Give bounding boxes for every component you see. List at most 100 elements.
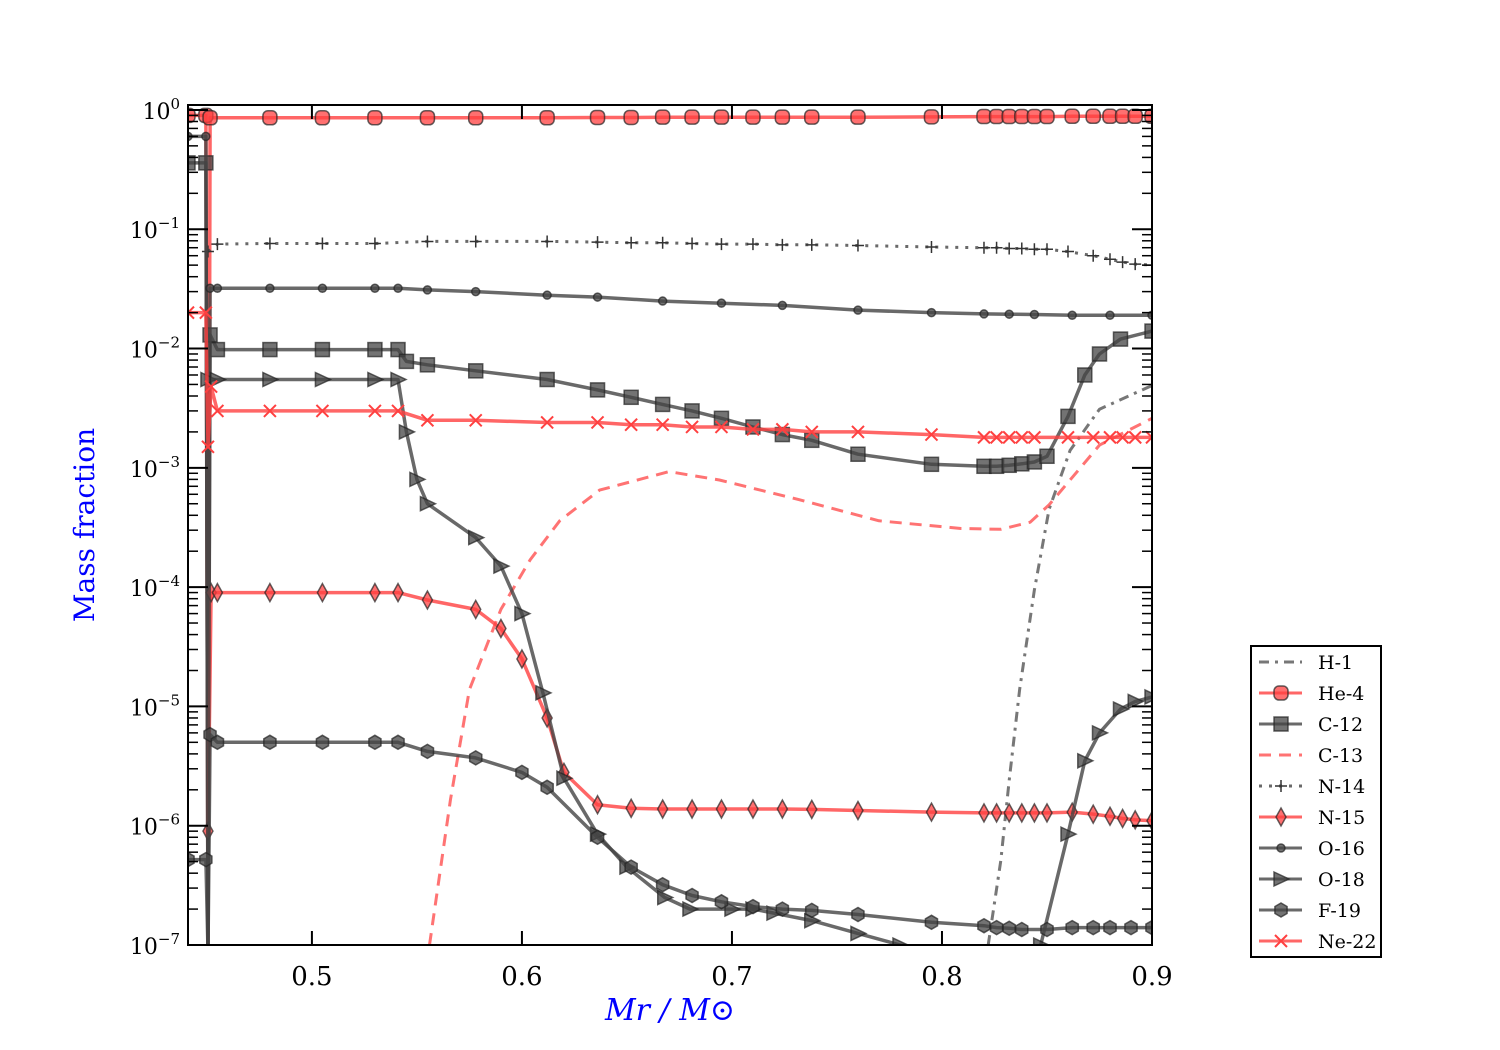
legend-label: N-14 (1318, 776, 1365, 798)
data-point-c-12 (1039, 448, 1055, 465)
data-point-n-14 (1003, 242, 1016, 255)
data-point-he-4 (314, 110, 331, 126)
data-point-o-16 (1067, 310, 1077, 321)
data-point-o-16 (201, 131, 211, 142)
data-point-f-19 (1002, 920, 1016, 937)
data-point-n-14 (776, 238, 789, 251)
y-tick-label: 10−2 (130, 334, 180, 364)
data-point-n-15 (211, 582, 224, 604)
data-point-o-18 (535, 684, 553, 701)
data-point-n-15 (1087, 803, 1100, 825)
data-point-ne-22 (210, 404, 225, 418)
data-point-c-12 (467, 363, 484, 379)
data-point-o-18 (1144, 688, 1152, 706)
data-point-n-14 (1116, 256, 1129, 269)
series-n-14 (201, 235, 1152, 272)
data-point-f-19 (315, 734, 330, 751)
series-he-4 (188, 107, 1152, 945)
x-tick-label: 0.5 (291, 962, 332, 992)
data-point-n-15 (805, 798, 818, 820)
data-point-o-16 (470, 286, 481, 297)
data-point-o-18 (1112, 700, 1131, 718)
data-point-f-19 (804, 902, 819, 919)
data-point-ne-22 (655, 417, 670, 432)
data-point-o-18 (1060, 825, 1078, 843)
data-point-o-16 (592, 292, 603, 302)
data-point-n-14 (368, 237, 381, 250)
data-point-c-12 (1060, 408, 1076, 425)
data-point-f-19 (775, 901, 790, 917)
data-point-n-15 (715, 798, 728, 820)
data-point-n-14 (990, 241, 1003, 254)
data-point-o-16 (1029, 309, 1040, 320)
data-point-n-14 (656, 236, 669, 249)
data-point-o-18 (493, 557, 511, 575)
data-point-n-14 (316, 237, 329, 250)
data-point-c-12 (1077, 367, 1093, 383)
data-point-he-4 (1144, 108, 1152, 125)
data-point-n-14 (1104, 253, 1116, 266)
data-point-n-15 (369, 582, 381, 604)
data-point-he-4 (774, 109, 791, 125)
data-point-o-18 (724, 900, 742, 918)
y-tick-label: 10−1 (130, 214, 180, 244)
data-point-f-19 (989, 919, 1004, 936)
legend-entry-o-16: O-16 (1259, 838, 1365, 860)
series-line-n-15 (206, 590, 1152, 832)
data-point-o-16 (853, 305, 863, 315)
data-point-n-14 (1061, 245, 1074, 258)
legend-label: O-18 (1318, 869, 1365, 891)
series-n-15 (202, 582, 1152, 842)
data-point-f-19 (1124, 919, 1138, 936)
data-point-n-14 (977, 241, 990, 254)
legend-label: F-19 (1318, 900, 1361, 922)
series-o-16 (188, 131, 1152, 945)
data-point-f-19 (624, 859, 638, 875)
data-point-n-14 (1129, 258, 1142, 271)
data-point-n-15 (264, 582, 276, 604)
data-point-f-19 (924, 914, 939, 931)
legend-entry-f-19: F-19 (1259, 900, 1361, 922)
data-point-o-18 (1091, 724, 1110, 742)
data-point-c-12 (923, 456, 940, 473)
data-point-n-15 (469, 598, 482, 620)
data-point-c-12 (367, 341, 383, 358)
data-point-he-4 (713, 109, 730, 125)
data-point-c-12 (1091, 346, 1108, 362)
data-point-ne-22 (188, 305, 195, 320)
data-point-o-16 (265, 283, 275, 294)
data-point-c-12 (188, 155, 196, 171)
x-tick-label: 0.7 (711, 962, 752, 992)
data-point-o-18 (390, 371, 408, 388)
data-point-o-18 (398, 423, 417, 441)
data-point-he-4 (1127, 108, 1143, 125)
data-point-n-14 (686, 237, 699, 250)
data-point-f-19 (714, 893, 729, 910)
data-point-he-4 (539, 110, 555, 126)
data-point-n-15 (591, 794, 604, 816)
axis-ticks: 0.5 0.6 0.7 0.8 0.9 100 10−1 10−2 10−3 10−4 10−5 10… (130, 95, 1173, 992)
data-point-he-4 (923, 109, 940, 125)
data-point-o-16 (317, 283, 328, 294)
data-point-he-4 (1064, 108, 1080, 125)
legend-entry-n-15: N-15 (1259, 806, 1365, 829)
data-point-c-12 (850, 446, 866, 462)
data-point-n-15 (495, 617, 507, 640)
data-point-n-15 (392, 582, 404, 604)
data-point-ne-22 (199, 305, 213, 320)
data-point-n-14 (625, 236, 638, 249)
data-point-c-12 (539, 371, 555, 388)
data-point-o-16 (979, 309, 989, 319)
data-point-n-14 (805, 238, 818, 251)
data-point-n-14 (1087, 249, 1100, 262)
data-point-ne-22 (714, 420, 729, 434)
data-point-n-15 (421, 589, 434, 611)
legend-marker-n-14 (1275, 780, 1287, 792)
data-point-he-4 (367, 110, 383, 126)
legend-label: Ne-22 (1318, 931, 1376, 953)
data-point-he-4 (804, 109, 820, 125)
data-point-f-19 (515, 764, 529, 781)
data-point-f-19 (1040, 921, 1054, 938)
legend-marker-o-18 (1273, 870, 1291, 888)
